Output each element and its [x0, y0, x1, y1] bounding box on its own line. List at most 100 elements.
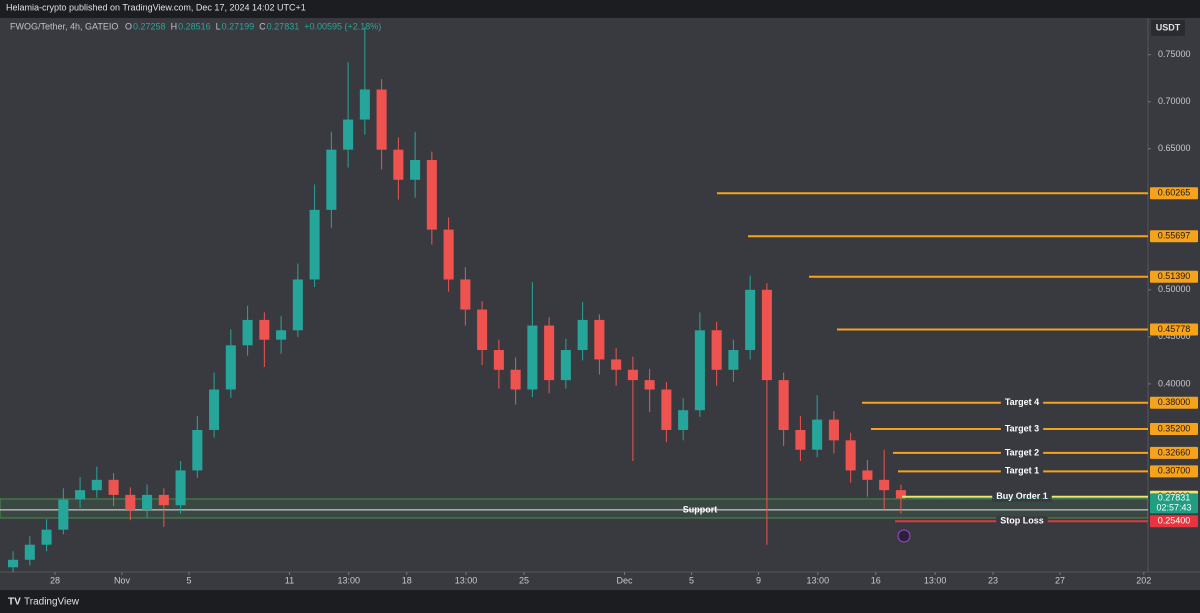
candle-body	[795, 429, 806, 450]
candle-body	[862, 470, 873, 480]
level-price: 0.51390	[1158, 271, 1191, 281]
candle-body	[410, 160, 421, 180]
x-tick-label: 28	[50, 575, 60, 585]
level-name: Target 3	[1005, 423, 1039, 433]
x-tick-label: 27	[1055, 575, 1065, 585]
level-price-box	[1150, 423, 1198, 436]
candle-body	[527, 325, 538, 390]
candle-body	[879, 479, 890, 491]
candle-body	[477, 309, 488, 351]
x-tick-label: 25	[519, 575, 529, 585]
level-name: Target 2	[1005, 447, 1039, 457]
plot: Support	[0, 27, 1148, 572]
x-tick-label: 13:00	[807, 575, 830, 585]
level-price: 0.32660	[1158, 447, 1191, 457]
candle-body	[158, 494, 169, 506]
candle-body	[259, 319, 270, 340]
legend-value: 0.28516	[178, 21, 211, 31]
candle-body	[895, 490, 906, 499]
candle-body	[24, 544, 35, 560]
x-tick-label: 13:00	[338, 575, 361, 585]
y-tick-label: 0.45000	[1158, 331, 1191, 341]
x-tick-label: 16	[871, 575, 881, 585]
candle-body	[761, 289, 772, 381]
support-zone	[0, 498, 1148, 519]
brand-logo: TV	[8, 597, 21, 608]
candle-body	[142, 494, 153, 510]
candle-body	[611, 359, 622, 370]
legend-value: 0.27258	[133, 21, 166, 31]
currency: USDT	[1156, 22, 1181, 32]
x-tick-label: 202	[1136, 575, 1151, 585]
level-name-bg	[1000, 424, 1044, 435]
level-name-bg	[1000, 397, 1044, 408]
candle-body	[560, 350, 571, 381]
x-tick-label: Dec	[616, 575, 633, 585]
legend-key: H	[171, 21, 178, 31]
countdown: 02:57:43	[1156, 503, 1191, 513]
support-label: Support	[683, 504, 718, 514]
candle-body	[326, 149, 337, 210]
currency-box	[1151, 20, 1185, 36]
brand: TradingView	[24, 597, 80, 608]
level-price: 0.38000	[1158, 397, 1191, 407]
x-tick-label: 9	[756, 575, 761, 585]
legend-value: 0.27831	[267, 21, 300, 31]
y-tick-label: 0.50000	[1158, 284, 1191, 294]
level-price: 0.45778	[1158, 324, 1191, 334]
level-price: 0.25400	[1158, 516, 1191, 526]
candle-body	[108, 479, 119, 495]
y-tick-label: 0.70000	[1158, 96, 1191, 106]
candle-body	[393, 149, 404, 180]
y-tick-label: 0.65000	[1158, 143, 1191, 153]
level-name-bg	[992, 491, 1052, 502]
candle-body	[309, 209, 320, 280]
candle-body	[577, 319, 588, 351]
level-name-bg	[1000, 466, 1044, 477]
candle-body	[627, 369, 638, 381]
ohlc-legend: O 0.27258 H 0.28516 L 0.27199 C 0.27831 +0.00595…	[125, 21, 381, 31]
candle-body	[376, 89, 387, 150]
x-tick-label: 13:00	[924, 575, 947, 585]
level-price-box	[1150, 270, 1198, 283]
candle-body	[125, 494, 136, 510]
legend-key: C	[259, 21, 266, 31]
level-price-box	[1150, 396, 1198, 409]
candle-body	[242, 319, 253, 346]
y-tick-label: 0.75000	[1158, 49, 1191, 59]
candle-body	[694, 330, 705, 411]
footer-bar	[0, 590, 1200, 613]
level-price-box	[1150, 230, 1198, 243]
level-price-box	[1150, 323, 1198, 336]
candle-body	[359, 89, 370, 120]
level-price: 0.30700	[1158, 466, 1191, 476]
candle-body	[493, 350, 504, 370]
candle-body	[192, 429, 203, 471]
x-tick-label: 13:00	[455, 575, 478, 585]
level-name: Buy Order 1	[996, 491, 1048, 501]
candle-body	[510, 369, 521, 390]
level-name-bg	[996, 516, 1048, 527]
legend-change: +0.00595 (+2.18%)	[304, 21, 381, 31]
level-price: 0.55697	[1158, 231, 1191, 241]
time-axis	[0, 572, 1200, 590]
level-price-box	[1150, 446, 1198, 459]
candle-body	[41, 529, 52, 545]
candle-body	[209, 389, 220, 430]
x-tick-label: 18	[402, 575, 412, 585]
symbol: FWOG/Tether, 4h, GATEIO	[10, 21, 118, 31]
idea-icon[interactable]	[897, 529, 911, 543]
candle-body	[812, 419, 823, 450]
candle-body	[745, 289, 756, 351]
publisher: Helamia-crypto published on TradingView.…	[6, 2, 306, 12]
candle-body	[644, 380, 655, 390]
legend-value: 0.27199	[222, 21, 255, 31]
level-price: 0.60265	[1158, 188, 1191, 198]
x-tick-label: 5	[186, 575, 191, 585]
candle-body	[828, 419, 839, 441]
candle-body	[728, 350, 739, 370]
level-name: Stop Loss	[1000, 516, 1044, 526]
level-price-box	[1150, 187, 1198, 200]
